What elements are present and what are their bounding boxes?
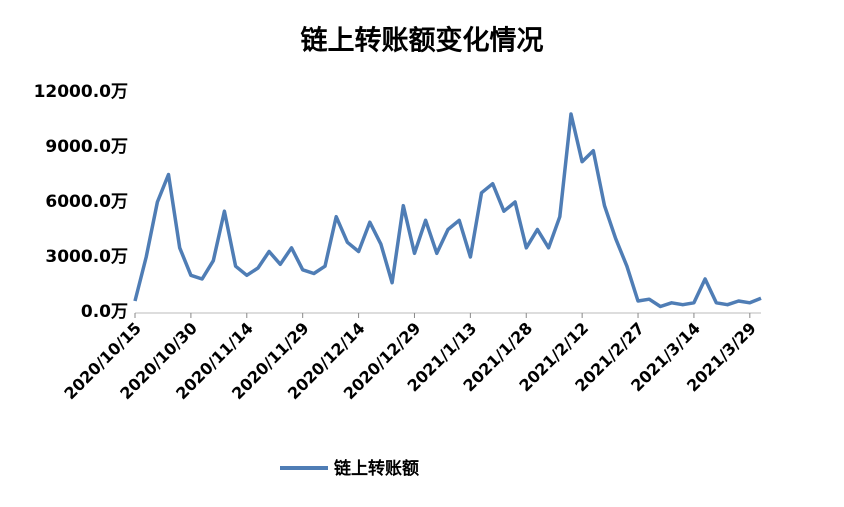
legend-label: 链上转账额 xyxy=(334,458,419,479)
y-tick-label: 12000.0万 xyxy=(34,82,128,102)
y-tick-label: 6000.0万 xyxy=(45,192,128,212)
data-line xyxy=(133,112,762,309)
y-tick-label: 0.0万 xyxy=(81,302,128,322)
chart-title: 链上转账额变化情况 xyxy=(301,25,544,57)
y-tick-label: 3000.0万 xyxy=(45,247,128,267)
y-tick-label: 9000.0万 xyxy=(45,137,128,157)
